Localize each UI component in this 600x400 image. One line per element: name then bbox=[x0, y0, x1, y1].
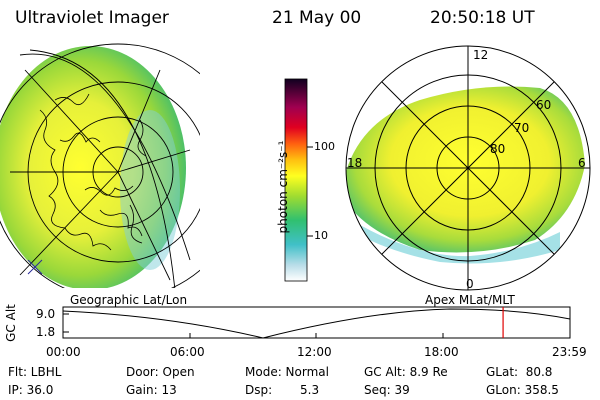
colorbar-unit-label: photon cm⁻²s⁻¹ bbox=[276, 140, 290, 234]
mlat-70-label: 70 bbox=[514, 121, 530, 135]
colorbar-tick-100: 100 bbox=[314, 140, 335, 153]
mlt-6-label: 6 bbox=[578, 156, 586, 170]
timeline-x-tick-2: 12:00 bbox=[297, 345, 332, 359]
timeline-x-tick-0: 00:00 bbox=[46, 345, 81, 359]
timeline-y-top: 9.0 bbox=[36, 307, 56, 321]
info-seq: Seq: 39 bbox=[364, 383, 410, 397]
mlat-60-label: 60 bbox=[536, 98, 552, 112]
info-gain: Gain: 13 bbox=[126, 383, 177, 397]
timeline-x-tick-4: 23:59 bbox=[552, 345, 587, 359]
date-label: 21 May 00 bbox=[272, 8, 362, 28]
timeline-x-tick-1: 06:00 bbox=[170, 345, 205, 359]
info-dsp-value: 5.3 bbox=[300, 383, 320, 397]
mlt-18-label: 18 bbox=[347, 156, 363, 170]
info-dsp-label: Dsp: bbox=[245, 383, 273, 397]
info-mode: Mode: Normal bbox=[245, 365, 329, 379]
altitude-curve bbox=[62, 308, 571, 339]
time-label: 20:50:18 UT bbox=[430, 8, 535, 28]
instrument-title: Ultraviolet Imager bbox=[15, 8, 169, 28]
info-ip: IP: 36.0 bbox=[8, 383, 54, 397]
mlt-0-label: 0 bbox=[466, 277, 474, 291]
aurora-glow-left bbox=[0, 46, 186, 288]
coastline bbox=[39, 93, 147, 251]
right-map-caption: Apex MLat/MLT bbox=[425, 293, 515, 307]
mlt-12-label: 12 bbox=[473, 48, 489, 62]
info-flt: Flt: LBHL bbox=[8, 365, 62, 379]
info-glat: GLat: 80.8 bbox=[486, 365, 553, 379]
mlat-80-label: 80 bbox=[490, 142, 506, 156]
info-door: Door: Open bbox=[126, 365, 195, 379]
timeline-x-tick-3: 18:00 bbox=[424, 345, 459, 359]
left-map-caption: Geographic Lat/Lon bbox=[70, 293, 188, 307]
timeline-y-bottom: 1.8 bbox=[36, 325, 56, 339]
info-gc-alt: GC Alt: 8.9 Re bbox=[364, 365, 448, 379]
timeline-ylabel: GC Alt bbox=[3, 304, 18, 342]
info-glon: GLon: 358.5 bbox=[486, 383, 559, 397]
colorbar-tick-10: 10 bbox=[314, 229, 328, 242]
